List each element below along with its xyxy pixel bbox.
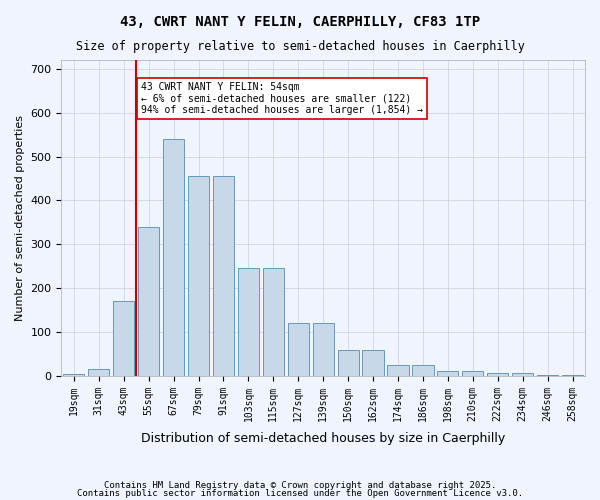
Bar [313,324,334,376]
Bar [487,373,508,376]
Text: Size of property relative to semi-detached houses in Caerphilly: Size of property relative to semi-detach… [76,40,524,53]
Bar [213,176,234,376]
Text: 43 CWRT NANT Y FELIN: 54sqm
← 6% of semi-detached houses are smaller (122)
94% o: 43 CWRT NANT Y FELIN: 54sqm ← 6% of semi… [141,82,423,115]
Bar [138,226,159,376]
Y-axis label: Number of semi-detached properties: Number of semi-detached properties [15,115,25,321]
Bar [562,375,583,376]
Bar [388,365,409,376]
Bar [188,176,209,376]
X-axis label: Distribution of semi-detached houses by size in Caerphilly: Distribution of semi-detached houses by … [141,432,505,445]
Bar [88,370,109,376]
Bar [362,350,383,376]
Bar [287,324,309,376]
Bar [238,268,259,376]
Bar [412,365,434,376]
Bar [437,370,458,376]
Bar [338,350,359,376]
Bar [113,302,134,376]
Bar [163,139,184,376]
Bar [63,374,85,376]
Text: Contains HM Land Registry data © Crown copyright and database right 2025.: Contains HM Land Registry data © Crown c… [104,481,496,490]
Bar [537,375,558,376]
Bar [462,370,484,376]
Text: Contains public sector information licensed under the Open Government Licence v3: Contains public sector information licen… [77,488,523,498]
Text: 43, CWRT NANT Y FELIN, CAERPHILLY, CF83 1TP: 43, CWRT NANT Y FELIN, CAERPHILLY, CF83 … [120,15,480,29]
Bar [512,373,533,376]
Bar [263,268,284,376]
